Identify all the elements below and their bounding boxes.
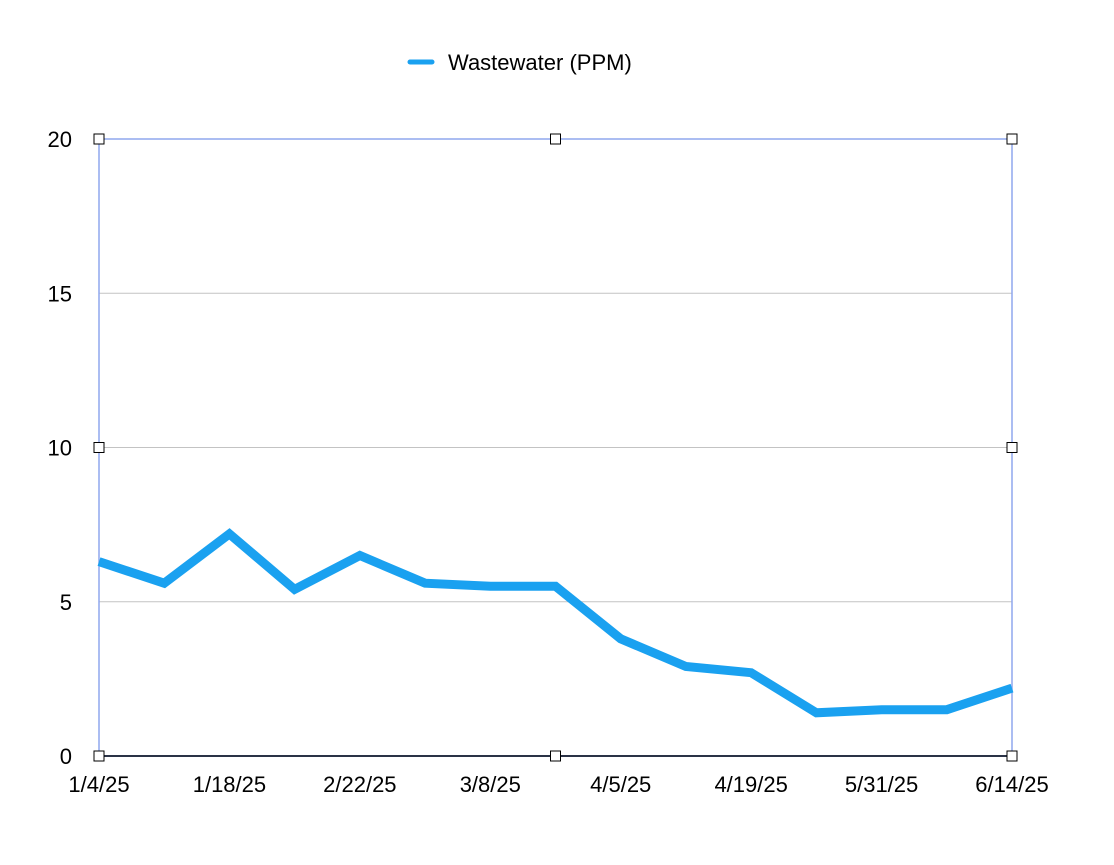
handle-middle-left[interactable] <box>94 443 104 453</box>
legend-label: Wastewater (PPM) <box>448 50 632 75</box>
handle-top-left[interactable] <box>94 134 104 144</box>
series-layer <box>99 534 1012 713</box>
y-tick-label: 10 <box>48 436 72 461</box>
x-tick-label: 5/31/25 <box>845 772 918 797</box>
handle-bottom-left[interactable] <box>94 751 104 761</box>
handle-middle-right[interactable] <box>1007 443 1017 453</box>
x-tick-label: 1/18/25 <box>193 772 266 797</box>
x-tick-label: 4/19/25 <box>714 772 787 797</box>
x-tick-label: 3/8/25 <box>460 772 521 797</box>
x-tick-label: 1/4/25 <box>68 772 129 797</box>
y-tick-label: 15 <box>48 281 72 306</box>
x-tick-label: 4/5/25 <box>590 772 651 797</box>
gridlines <box>99 139 1012 756</box>
handle-top-right[interactable] <box>1007 134 1017 144</box>
series-line <box>99 534 1012 713</box>
handle-bottom-middle[interactable] <box>551 751 561 761</box>
y-tick-label: 5 <box>60 590 72 615</box>
x-tick-label: 2/22/25 <box>323 772 396 797</box>
y-tick-label: 0 <box>60 744 72 769</box>
handle-bottom-right[interactable] <box>1007 751 1017 761</box>
y-axis-ticks: 0 5 10 15 20 <box>48 127 72 769</box>
legend: Wastewater (PPM) <box>410 50 632 75</box>
x-axis-ticks: 1/4/25 1/18/25 2/22/25 3/8/25 4/5/25 4/19/25 5… <box>68 772 1048 797</box>
y-tick-label: 20 <box>48 127 72 152</box>
handle-top-middle[interactable] <box>551 134 561 144</box>
x-tick-label: 6/14/25 <box>975 772 1048 797</box>
